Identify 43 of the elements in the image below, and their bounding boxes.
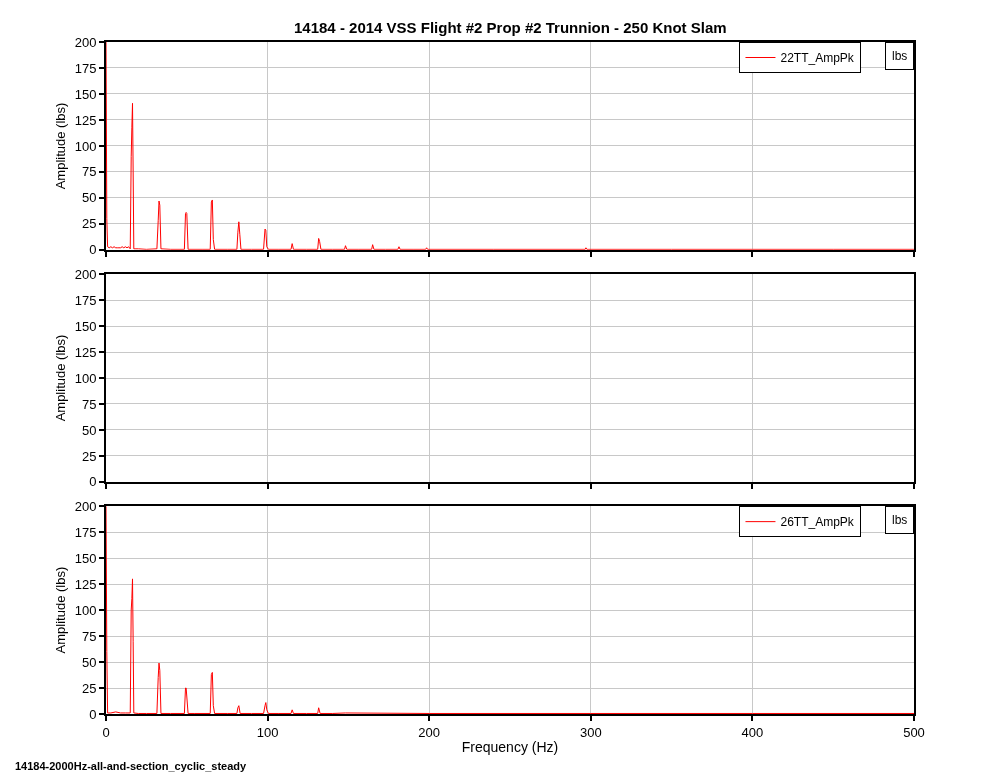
chart-title: 14184 - 2014 VSS Flight #2 Prop #2 Trunnion - 250 Knot Slam — [294, 19, 727, 36]
x-axis-title: Frequency (Hz) — [461, 739, 559, 756]
y-tick-label: 25 — [81, 448, 97, 464]
y-tick-label: 75 — [81, 396, 97, 412]
y-tick-label: 50 — [81, 190, 97, 206]
y-tick-label: 125 — [74, 344, 97, 360]
y-tick-label: 150 — [74, 550, 97, 566]
legend-label: 26TT_AmpPk — [780, 515, 855, 530]
y-axis-title: Amplitude (lbs) — [53, 334, 69, 422]
y-tick-label: 75 — [81, 628, 97, 644]
x-tick-label: 400 — [741, 724, 764, 740]
annotation: lbs — [892, 49, 908, 63]
annotation: lbs — [892, 513, 908, 527]
x-tick-label: 300 — [579, 724, 602, 740]
text: 14184-2000Hz-all-and-section_cyclic_steady — [15, 760, 248, 772]
legend-label: 22TT_AmpPk — [780, 51, 855, 66]
y-tick-label: 200 — [74, 266, 97, 282]
y-tick-label: 100 — [74, 138, 97, 154]
y-tick-label: 75 — [81, 164, 97, 180]
y-tick-label: 50 — [81, 654, 97, 670]
y-tick-label: 0 — [89, 706, 97, 722]
y-tick-label: 125 — [74, 576, 97, 592]
y-tick-label: 0 — [89, 242, 97, 258]
y-tick-label: 125 — [74, 112, 97, 128]
y-tick-label: 100 — [74, 602, 97, 618]
y-tick-label: 150 — [74, 86, 97, 102]
y-tick-label: 25 — [81, 680, 97, 696]
y-tick-label: 150 — [74, 318, 97, 334]
x-tick-label: 200 — [418, 724, 441, 740]
y-axis-title: Amplitude (lbs) — [53, 102, 69, 190]
x-tick-label: 0 — [102, 724, 110, 740]
x-tick-label: 100 — [256, 724, 279, 740]
y-tick-label: 175 — [74, 292, 97, 308]
y-axis-title: Amplitude (lbs) — [53, 566, 69, 654]
y-tick-label: 200 — [74, 34, 97, 50]
y-tick-label: 100 — [74, 370, 97, 386]
x-tick-label: 500 — [903, 724, 925, 740]
y-tick-label: 200 — [74, 498, 97, 514]
y-tick-label: 175 — [74, 524, 97, 540]
y-tick-label: 50 — [81, 422, 97, 438]
y-tick-label: 0 — [89, 474, 97, 490]
y-tick-label: 25 — [81, 216, 97, 232]
y-tick-label: 175 — [74, 60, 97, 76]
